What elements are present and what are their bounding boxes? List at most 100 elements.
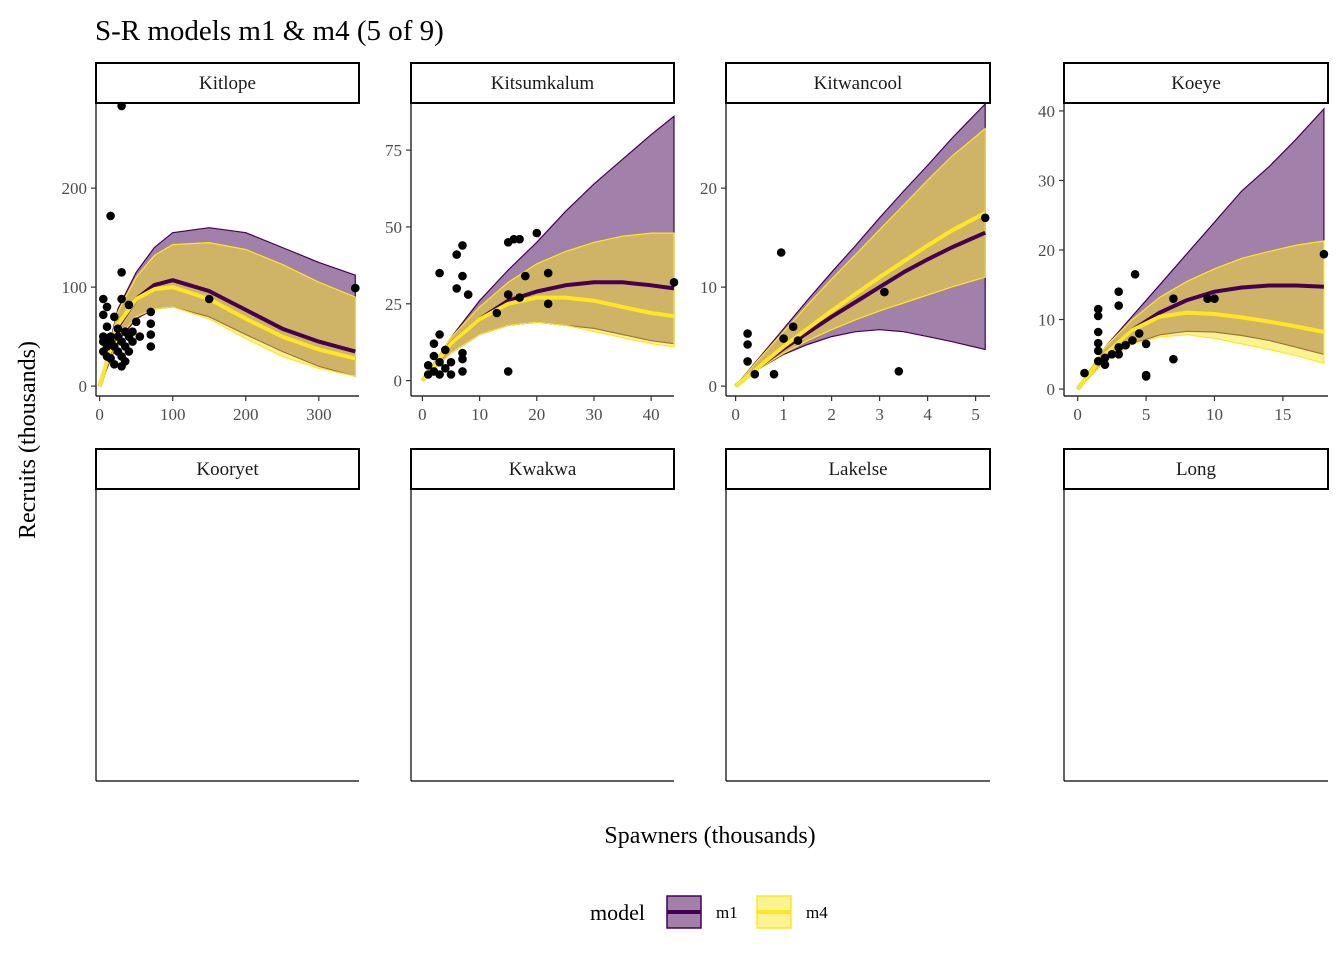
data-point xyxy=(1107,350,1117,359)
y-tick-label: 100 xyxy=(62,278,88,297)
legend-key-m4 xyxy=(756,895,792,929)
fit-line-m4 xyxy=(97,285,356,387)
panel-lakelse: Lakelse xyxy=(725,448,991,782)
data-point xyxy=(1093,338,1103,348)
data-point xyxy=(669,278,679,287)
panel-strip-label: Kooryet xyxy=(196,459,259,480)
data-point xyxy=(429,351,439,361)
data-point xyxy=(543,268,553,278)
x-tick-label: 2 xyxy=(827,405,836,424)
data-point xyxy=(446,370,456,379)
data-point xyxy=(458,348,467,358)
data-point xyxy=(146,342,156,351)
panel-strip xyxy=(1063,62,1329,104)
panel-strip-label: Kitlope xyxy=(199,73,256,94)
data-point xyxy=(1121,340,1130,350)
panel-strip xyxy=(725,62,991,104)
data-point xyxy=(503,290,513,299)
data-point xyxy=(776,248,786,257)
panel-kitwancool: Kitwancool 0 1 2 3 4 5 0 10 20 xyxy=(700,62,991,424)
data-point xyxy=(1319,249,1329,259)
data-point xyxy=(106,211,115,221)
data-point xyxy=(117,101,126,111)
data-point xyxy=(458,354,467,364)
y-tick-label: 20 xyxy=(1038,241,1055,260)
x-tick-label: 15 xyxy=(1274,405,1291,424)
data-point xyxy=(102,302,112,312)
data-point xyxy=(351,283,360,293)
data-point xyxy=(146,307,156,317)
panel-strip xyxy=(410,62,675,104)
data-point xyxy=(128,337,137,346)
data-point xyxy=(1093,356,1103,366)
fit-line-m4 xyxy=(420,295,675,382)
y-tick-label: 0 xyxy=(394,372,403,391)
data-point xyxy=(750,369,760,379)
data-point xyxy=(521,271,530,281)
plot-title: S-R models m1 & m4 (5 of 9) xyxy=(95,15,444,47)
x-tick-label: 30 xyxy=(585,405,602,424)
data-point xyxy=(99,310,108,320)
data-point xyxy=(124,300,134,310)
data-point xyxy=(113,324,123,334)
data-point xyxy=(515,234,524,244)
data-point xyxy=(146,319,156,329)
ribbon-m4 xyxy=(735,127,986,387)
data-point xyxy=(1080,368,1089,378)
panel-long: Long xyxy=(1063,448,1329,782)
y-tick-label: 50 xyxy=(385,218,402,237)
data-point xyxy=(1130,270,1140,279)
data-point xyxy=(980,213,990,223)
ribbon-m4 xyxy=(99,241,356,387)
data-point xyxy=(441,364,450,373)
x-tick-label: 0 xyxy=(731,405,740,424)
data-point xyxy=(788,322,798,332)
data-point xyxy=(1093,311,1103,321)
panel-kwakwa: Kwakwa xyxy=(410,448,675,782)
x-axis-title: Spawners (thousands) xyxy=(604,823,815,849)
x-tick-label: 10 xyxy=(471,405,488,424)
data-point xyxy=(452,250,462,259)
y-tick-label: 0 xyxy=(79,377,88,396)
data-point xyxy=(435,357,444,367)
data-point xyxy=(117,362,126,371)
data-point xyxy=(894,367,904,376)
data-point xyxy=(1128,336,1137,345)
data-point xyxy=(435,370,444,379)
panel-strip-label: Koeye xyxy=(1171,73,1221,94)
x-tick-label: 5 xyxy=(1142,405,1151,424)
data-point xyxy=(793,336,803,345)
x-tick-label: 3 xyxy=(875,405,884,424)
data-point xyxy=(1093,346,1103,356)
data-point xyxy=(503,367,513,376)
y-tick-label: 25 xyxy=(385,295,402,314)
data-point xyxy=(515,293,524,302)
data-point xyxy=(1114,287,1123,297)
data-point xyxy=(532,228,542,238)
data-point xyxy=(463,290,473,299)
legend-title: model xyxy=(590,900,645,925)
panel-kitlope: Kitlope 0 100 200 300 0 100 200 xyxy=(62,62,360,424)
legend-key-m1 xyxy=(666,895,702,929)
x-tick-label: 100 xyxy=(160,405,186,424)
x-tick-label: 10 xyxy=(1206,405,1223,424)
data-point xyxy=(458,241,467,250)
panel-strip xyxy=(725,448,991,490)
data-point xyxy=(131,317,141,327)
data-point xyxy=(743,329,752,338)
panel-strip-label: Lakelse xyxy=(828,459,887,480)
x-tick-label: 40 xyxy=(643,405,660,424)
data-point xyxy=(102,322,112,332)
data-point xyxy=(880,287,889,297)
data-point xyxy=(743,340,752,349)
data-point xyxy=(769,369,779,379)
legend-label-m1: m1 xyxy=(716,903,738,922)
x-tick-label: 4 xyxy=(923,405,932,424)
data-point xyxy=(124,347,134,356)
panel-strip xyxy=(410,448,675,490)
panel-kooryet: Kooryet xyxy=(95,448,360,782)
x-tick-label: 200 xyxy=(233,405,259,424)
data-point xyxy=(543,299,553,309)
y-tick-label: 40 xyxy=(1038,102,1055,121)
